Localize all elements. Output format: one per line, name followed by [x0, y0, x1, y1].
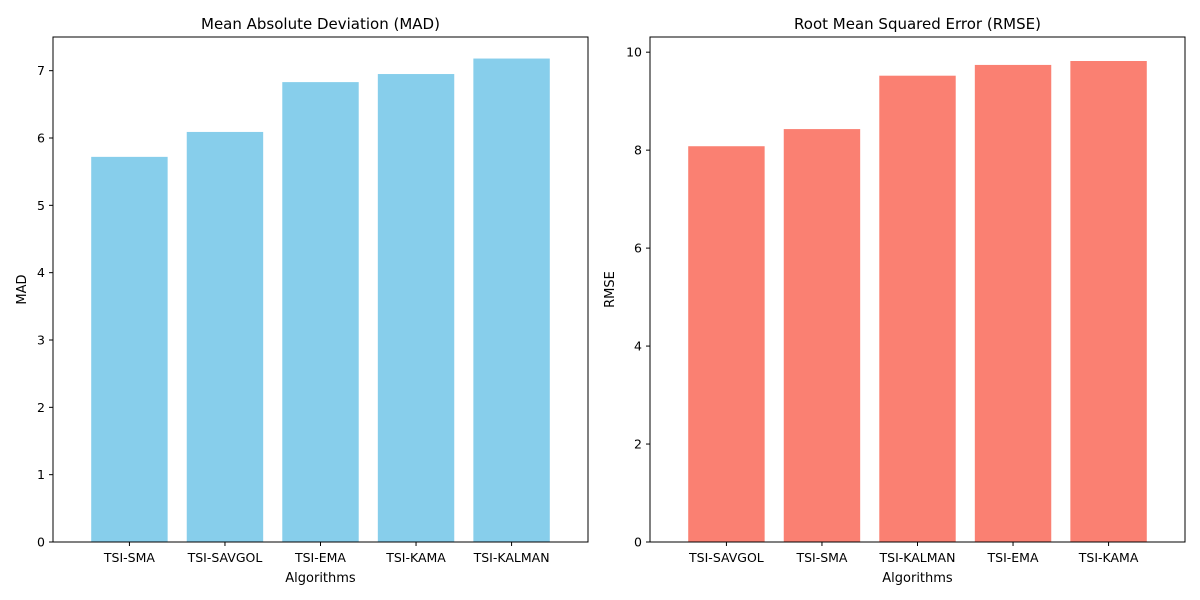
rmse-plot-frame — [649, 36, 1186, 543]
mad-y-tick-label-0: 0 — [37, 535, 45, 550]
mad-y-tick-label-7: 7 — [37, 63, 45, 78]
mad-x-ticks: TSI-SMA TSI-SAVGOL TSI-EMA TSI-KAMA TSI-KALM… — [103, 542, 550, 565]
mad-y-ticks: 0 1 2 3 4 5 6 7 — [37, 63, 53, 550]
mad-y-tick-label-3: 3 — [37, 333, 45, 348]
rmse-x-axis-label: Algorithms — [882, 571, 953, 586]
rmse-bar-4 — [1070, 61, 1147, 542]
rmse-chart: Root Mean Squared Error (RMSE) 0 2 4 6 8 10 T… — [603, 15, 1186, 586]
mad-chart: Mean Absolute Deviation (MAD) 0 1 2 3 4 5 6 7 T… — [15, 15, 589, 586]
rmse-y-tick-label-2: 4 — [634, 339, 642, 354]
rmse-x-tick-label-3: TSI-EMA — [987, 550, 1039, 565]
mad-y-tick-label-6: 6 — [37, 131, 45, 146]
rmse-y-tick-label-5: 10 — [626, 45, 642, 60]
mad-plot-frame — [52, 36, 589, 543]
mad-x-axis-label: Algorithms — [285, 571, 356, 586]
mad-chart-title: Mean Absolute Deviation (MAD) — [201, 15, 440, 33]
mad-y-tick-label-1: 1 — [37, 467, 45, 482]
mad-x-tick-label-0: TSI-SMA — [103, 550, 155, 565]
mad-y-tick-label-4: 4 — [37, 265, 45, 280]
rmse-chart-title: Root Mean Squared Error (RMSE) — [794, 15, 1041, 33]
rmse-bar-0 — [688, 146, 765, 543]
mad-bar-1 — [186, 131, 264, 542]
rmse-x-tick-label-1: TSI-SMA — [795, 550, 847, 565]
mad-y-tick-label-2: 2 — [37, 400, 45, 415]
rmse-y-tick-label-1: 2 — [634, 437, 642, 452]
rmse-x-tick-label-4: TSI-KAMA — [1078, 550, 1139, 565]
rmse-x-tick-label-0: TSI-SAVGOL — [688, 550, 764, 565]
mad-y-axis-label: MAD — [15, 274, 30, 304]
rmse-y-tick-label-0: 0 — [634, 535, 642, 550]
mad-x-tick-label-1: TSI-SAVGOL — [187, 550, 263, 565]
mad-bar-4 — [473, 58, 550, 543]
rmse-bar-1 — [783, 129, 861, 542]
rmse-x-ticks: TSI-SAVGOL TSI-SMA TSI-KALMAN TSI-EMA TSI-KA… — [688, 542, 1139, 565]
mad-bar-0 — [91, 156, 168, 542]
rmse-y-tick-label-3: 6 — [634, 241, 642, 256]
mad-y-tick-label-5: 5 — [37, 198, 45, 213]
rmse-y-axis-label: RMSE — [603, 271, 618, 308]
mad-bars — [91, 58, 550, 543]
rmse-x-tick-label-2: TSI-KALMAN — [879, 550, 956, 565]
rmse-bar-3 — [974, 64, 1052, 542]
rmse-y-tick-label-4: 8 — [634, 143, 642, 158]
mad-x-tick-label-3: TSI-KAMA — [385, 550, 446, 565]
rmse-bar-2 — [879, 75, 956, 543]
mad-x-tick-label-2: TSI-EMA — [294, 550, 346, 565]
mad-x-tick-label-4: TSI-KALMAN — [473, 550, 550, 565]
rmse-bars — [688, 61, 1147, 543]
mad-bar-3 — [377, 74, 455, 543]
rmse-y-ticks: 0 2 4 6 8 10 — [626, 45, 650, 550]
mad-bar-2 — [282, 82, 359, 542]
